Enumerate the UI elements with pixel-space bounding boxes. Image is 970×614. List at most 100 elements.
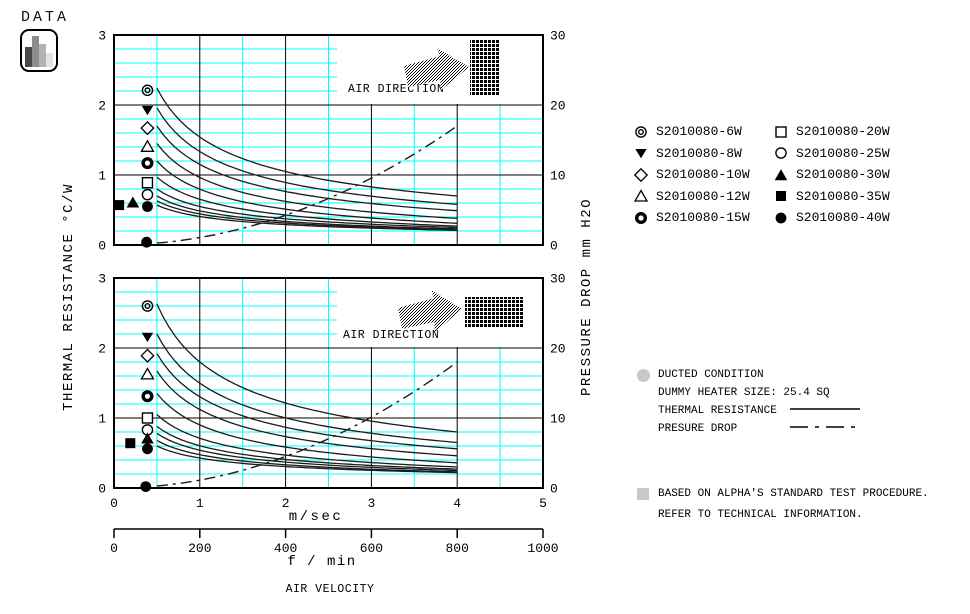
y-left-axis-label: THERMAL RESISTANCE °C/W — [61, 183, 77, 411]
air-direction-label: AIR DIRECTION — [343, 329, 439, 342]
y-left-tick-label: 1 — [98, 412, 106, 427]
y-left-tick-label: 0 — [98, 239, 106, 254]
y-left-tick-label: 3 — [98, 29, 106, 44]
legend-item-label: S2010080-8W — [656, 145, 742, 161]
triangle-down-filled-marker-icon — [141, 105, 154, 116]
thermal-curve — [156, 143, 458, 220]
x2-tick-label: 0 — [110, 541, 118, 556]
legend-column-1: S2010080-6W S2010080-8W S2010080-10W S20100… — [633, 121, 783, 229]
circle-open-marker-icon — [773, 146, 789, 160]
x2-axis-label: f / min — [287, 554, 356, 570]
square-open-marker-icon — [141, 412, 154, 424]
y-right-tick-label: 20 — [550, 99, 566, 114]
double-circle-marker-icon — [141, 84, 154, 97]
legend-item: S2010080-6W — [633, 121, 783, 143]
bar-chart-icon-bar — [39, 44, 46, 67]
x1-tick-label: 1 — [196, 496, 204, 511]
y-left-tick-label: 3 — [98, 272, 106, 287]
note-dummy-heater: DUMMY HEATER SIZE: 25.4 SQ — [658, 387, 830, 399]
diamond-open-marker-icon — [633, 167, 649, 182]
air-direction-label: AIR DIRECTION — [348, 83, 444, 96]
donut-marker-icon — [633, 211, 649, 225]
thermal-curve — [156, 445, 458, 474]
x2-tick-label: 200 — [188, 541, 211, 556]
y-right-axis-label: PRESSURE DROP mm H2O — [579, 198, 595, 396]
y-right-tick-label: 10 — [550, 412, 566, 427]
square-filled-marker-icon — [114, 200, 125, 211]
y-right-tick-label: 30 — [550, 29, 566, 44]
donut-marker-icon — [141, 157, 154, 170]
triangle-up-open-marker-icon — [140, 367, 155, 380]
plot-border — [113, 34, 544, 246]
legend-item-label: S2010080-12W — [656, 188, 750, 204]
x2-tick-label: 800 — [445, 541, 468, 556]
y-right-tick-label: 10 — [550, 169, 566, 184]
thermal-curve — [156, 160, 458, 224]
diamond-open-marker-icon — [140, 348, 155, 363]
footnote-line-1: BASED ON ALPHA'S STANDARD TEST PROCEDURE… — [658, 488, 929, 500]
pressure-marker-icon — [141, 236, 153, 248]
footnote-bullet-icon — [637, 488, 649, 500]
legend-item-label: S2010080-20W — [796, 124, 890, 140]
thermal-curve — [156, 414, 458, 468]
thermal-curve — [156, 432, 458, 472]
thermal-curve — [156, 195, 458, 230]
y-left-tick-label: 2 — [98, 342, 106, 357]
footnote-block: BASED ON ALPHA'S STANDARD TEST PROCEDURE… — [658, 485, 929, 524]
thermal-curve — [156, 393, 458, 464]
legend-item-label: S2010080-6W — [656, 124, 742, 140]
thermal-curve — [156, 425, 458, 470]
thermal-curve — [156, 303, 458, 433]
thermal-curve — [156, 370, 458, 457]
legend-item-label: S2010080-25W — [796, 145, 890, 161]
legend-item-label: S2010080-35W — [796, 188, 890, 204]
square-open-marker-icon — [773, 125, 789, 139]
legend-item: S2010080-20W — [773, 121, 923, 143]
x2-tick-label: 600 — [360, 541, 383, 556]
heatsink-section-icon — [470, 39, 500, 96]
circle-filled-marker-icon — [773, 211, 789, 225]
legend-item: S2010080-8W — [633, 143, 783, 165]
legend-item: S2010080-40W — [773, 207, 923, 229]
bar-chart-icon-bar — [46, 53, 53, 67]
legend-item: S2010080-10W — [633, 164, 783, 186]
diamond-open-marker-icon — [140, 120, 155, 136]
pressure-marker-icon — [140, 481, 152, 492]
thermal-curve — [156, 107, 458, 206]
pressure-drop-curve — [156, 125, 458, 244]
triangle-down-filled-marker-icon — [633, 146, 649, 160]
circle-filled-marker-icon — [142, 201, 153, 212]
thermal-curve — [156, 439, 458, 473]
legend-item: S2010080-15W — [633, 207, 783, 229]
notes-block: DUCTED CONDITION DUMMY HEATER SIZE: 25.4… — [658, 366, 830, 438]
bar-chart-icon-bar — [25, 47, 32, 67]
y-left-tick-label: 1 — [98, 169, 106, 184]
line-style-samples — [790, 408, 860, 428]
footnote-line-2: REFER TO TECHNICAL INFORMATION. — [658, 509, 863, 521]
y-left-tick-label: 2 — [98, 99, 106, 114]
legend-item: S2010080-12W — [633, 186, 783, 208]
bar-chart-icon — [20, 29, 58, 72]
thermal-curve — [156, 353, 458, 450]
x1-axis-label: m/sec — [289, 509, 344, 525]
triangle-up-filled-marker-icon — [773, 168, 789, 182]
double-circle-marker-icon — [633, 125, 649, 139]
air-direction-group: AIR DIRECTION — [343, 290, 523, 342]
thermal-curve — [156, 188, 458, 229]
x1-tick-label: 2 — [282, 496, 290, 511]
square-filled-marker-icon — [125, 438, 136, 449]
legend-item: S2010080-30W — [773, 164, 923, 186]
air-direction-arrow-icon — [398, 290, 462, 332]
bar-chart-icon-bar — [32, 36, 39, 67]
double-circle-marker-icon — [141, 300, 154, 312]
x1-tick-label: 5 — [539, 496, 547, 511]
thermal-curve — [156, 87, 458, 197]
legend-item-label: S2010080-10W — [656, 167, 750, 183]
y-right-tick-label: 0 — [550, 239, 558, 254]
square-open-marker-icon — [141, 176, 154, 189]
thermal-curve — [156, 125, 458, 212]
